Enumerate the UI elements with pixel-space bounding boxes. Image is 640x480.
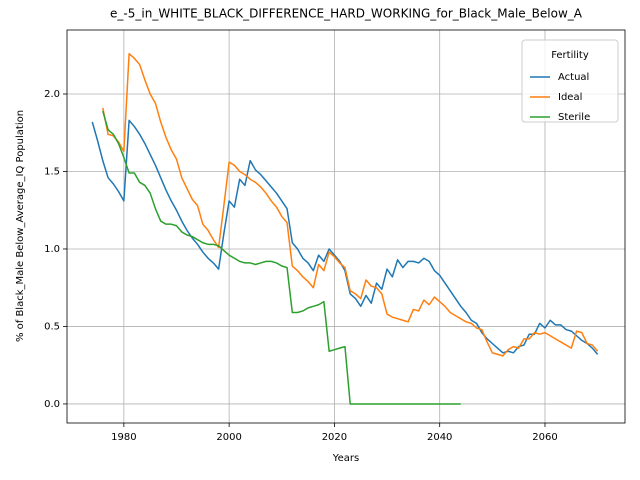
y-axis-label: % of Black_Male Below_Average_IQ Populat… [15, 110, 26, 342]
y-tick-label: 0.5 [44, 321, 60, 332]
series-line [102, 110, 461, 405]
y-tick-label: 1.0 [44, 244, 60, 255]
x-tick-label: 1980 [111, 432, 136, 443]
legend-label: Sterile [558, 112, 590, 123]
y-tick-label: 1.5 [44, 166, 60, 177]
x-tick-label: 2060 [532, 432, 557, 443]
y-tick-label: 2.0 [44, 89, 60, 100]
x-tick-label: 2040 [427, 432, 452, 443]
x-tick-label: 2020 [322, 432, 347, 443]
series-line [102, 52, 599, 357]
legend-title: Fertility [551, 50, 589, 61]
plot-frame [66, 29, 626, 424]
legend-label: Actual [558, 72, 589, 83]
x-tick-label: 2000 [216, 432, 241, 443]
legend: Fertility Actual Ideal Sterile [521, 39, 619, 123]
legend-box [521, 39, 619, 123]
series-line [91, 119, 599, 355]
y-tick-label: 0.0 [44, 399, 60, 410]
chart-title: e_-5_in_WHITE_BLACK_DIFFERENCE_HARD_WORK… [110, 7, 583, 21]
x-axis-label: Years [332, 453, 359, 464]
legend-label: Ideal [558, 92, 582, 103]
